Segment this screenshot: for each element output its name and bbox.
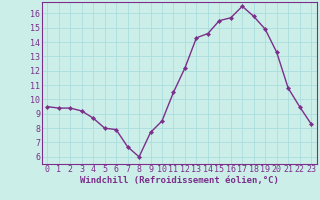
- X-axis label: Windchill (Refroidissement éolien,°C): Windchill (Refroidissement éolien,°C): [80, 176, 279, 185]
